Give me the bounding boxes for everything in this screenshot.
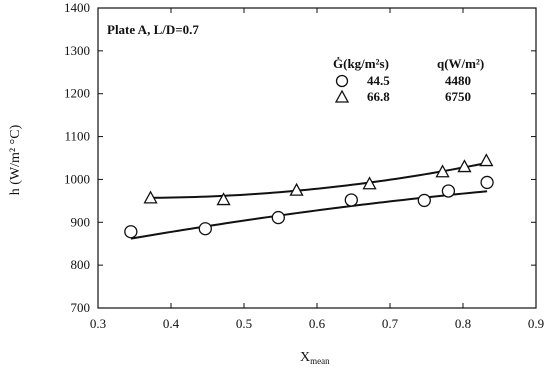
y-tick-label: 800 bbox=[71, 257, 91, 272]
data-point-triangle bbox=[435, 164, 450, 178]
y-tick-label: 1400 bbox=[64, 0, 90, 15]
legend-header-g: Ġ(kg/m²s) bbox=[333, 56, 389, 71]
data-markers bbox=[124, 153, 494, 239]
x-tick-label: 0.9 bbox=[528, 316, 544, 331]
data-point-circle bbox=[417, 193, 431, 208]
x-tick-label: 0.8 bbox=[455, 316, 471, 331]
x-tick-label: 0.6 bbox=[309, 316, 326, 331]
data-point-triangle bbox=[479, 153, 494, 167]
legend-q-value-1: 4480 bbox=[445, 73, 471, 88]
y-tick-label: 1200 bbox=[64, 86, 90, 101]
data-point-circle bbox=[124, 225, 138, 239]
plate-annotation: Plate A, L/D=0.7 bbox=[107, 22, 199, 37]
legend-header-q: q(W/m²) bbox=[437, 56, 484, 71]
y-tick-label: 1300 bbox=[64, 43, 90, 58]
legend: Ġ(kg/m²s) q(W/m²) 44.5 4480 66.8 6750 bbox=[333, 56, 484, 104]
y-axis-title: h (W/m² °C) bbox=[8, 124, 23, 195]
plot-frame bbox=[97, 7, 537, 309]
y-tick-label: 900 bbox=[71, 214, 91, 229]
y-tick-label: 1100 bbox=[64, 129, 90, 144]
x-tick-label: 0.5 bbox=[236, 316, 252, 331]
x-axis-title-subscript: mean bbox=[310, 356, 330, 366]
axis-tick-labels: 0.3 0.4 0.5 0.6 0.7 0.8 0.9 700 800 900 1000 1100 12… bbox=[64, 0, 544, 331]
legend-circle-marker bbox=[335, 74, 349, 88]
legend-g-value-2: 66.8 bbox=[367, 89, 390, 104]
legend-g-value-1: 44.5 bbox=[367, 73, 390, 88]
data-point-circle bbox=[480, 175, 494, 190]
y-tick-label: 700 bbox=[71, 300, 91, 315]
legend-triangle-marker bbox=[334, 89, 350, 103]
legend-q-value-2: 6750 bbox=[445, 89, 471, 104]
data-point-circle bbox=[441, 184, 456, 198]
fit-curve-1 bbox=[130, 190, 488, 240]
data-point-triangle bbox=[216, 192, 231, 206]
data-point-triangle bbox=[289, 182, 304, 196]
data-point-circle bbox=[198, 222, 212, 236]
fit-curve-2 bbox=[150, 162, 487, 199]
data-point-triangle bbox=[362, 176, 377, 190]
x-axis-title: Xmean bbox=[300, 350, 330, 366]
x-tick-label: 0.7 bbox=[382, 316, 399, 331]
data-point-circle bbox=[271, 210, 285, 225]
x-tick-label: 0.4 bbox=[163, 316, 180, 331]
data-point-triangle bbox=[457, 159, 472, 173]
data-point-triangle bbox=[143, 190, 158, 204]
y-tick-label: 1000 bbox=[64, 171, 90, 186]
fit-curves bbox=[130, 162, 488, 240]
data-point-circle bbox=[344, 193, 358, 207]
x-tick-label: 0.3 bbox=[90, 316, 106, 331]
axis-ticks bbox=[97, 7, 537, 309]
